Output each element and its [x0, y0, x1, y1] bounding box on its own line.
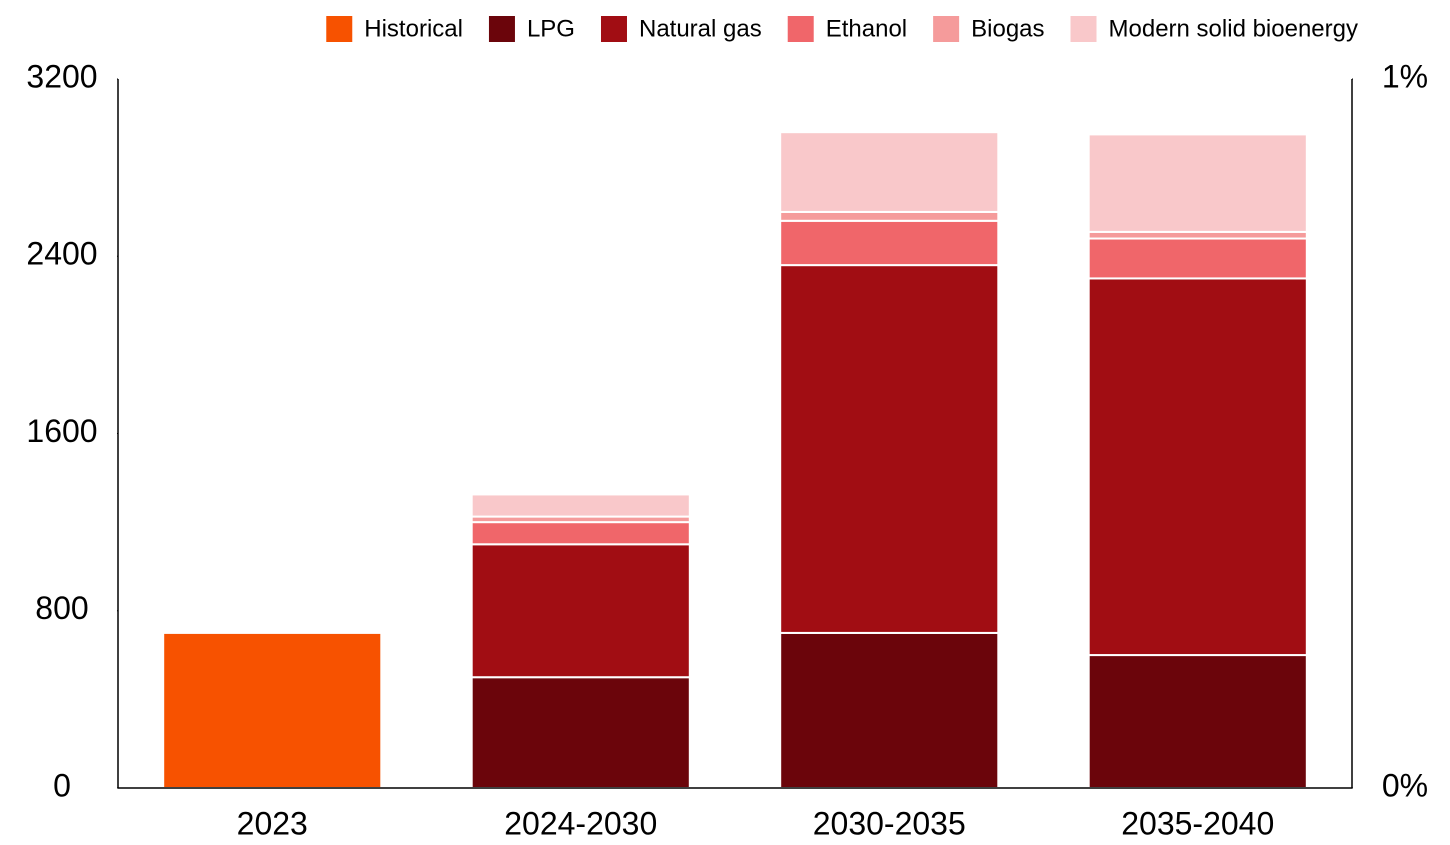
y-tick-label: 1600 [26, 413, 97, 449]
bar-segment [470, 493, 691, 518]
bar-segment [779, 631, 1000, 789]
bar-segment [779, 264, 1000, 634]
y-tick-label: 2400 [26, 236, 97, 272]
bar-segment [1087, 654, 1308, 789]
x-tick-label: 2023 [237, 805, 308, 840]
legend-label: LPG [527, 15, 575, 42]
bar-segment [779, 210, 1000, 222]
bar-segment [470, 676, 691, 789]
legend-item: Modern solid bioenergy [1070, 15, 1358, 42]
legend-item: Biogas [933, 15, 1045, 42]
bar-segment [1087, 237, 1308, 280]
bar-segment [1087, 133, 1308, 233]
legend-swatch [1070, 16, 1097, 42]
y-tick-label: 800 [35, 590, 88, 626]
legend-swatch [600, 16, 627, 42]
y-tick-label: 0 [53, 767, 71, 803]
y2-tick-label: 0% [1382, 767, 1428, 803]
legend-item: Historical [326, 15, 463, 42]
bar-segment [470, 521, 691, 546]
legend: Historical LPG Natural gas Ethanol Biogas Mod… [326, 15, 1358, 42]
x-tick-label: 2024-2030 [504, 805, 657, 840]
bar-segment [470, 543, 691, 679]
legend-swatch [326, 16, 353, 42]
legend-item: Ethanol [787, 15, 907, 42]
legend-label: Biogas [971, 15, 1044, 42]
legend-item: LPG [488, 15, 575, 42]
legend-label: Modern solid bioenergy [1109, 15, 1358, 42]
legend-label: Natural gas [639, 15, 762, 42]
legend-swatch [488, 16, 515, 42]
x-tick-label: 2030-2035 [813, 805, 966, 840]
legend-swatch [933, 16, 960, 42]
y2-tick-label: 1% [1382, 58, 1428, 94]
bar-segment [779, 131, 1000, 213]
legend-label: Ethanol [826, 15, 907, 42]
legend-item: Natural gas [600, 15, 762, 42]
bar-segment [162, 631, 383, 789]
legend-label: Historical [364, 15, 463, 42]
bar-segment [779, 219, 1000, 267]
y-tick-label: 3200 [26, 58, 97, 94]
bar-segment [1087, 277, 1308, 657]
legend-swatch [787, 16, 814, 42]
x-tick-label: 2035-2040 [1121, 805, 1274, 840]
